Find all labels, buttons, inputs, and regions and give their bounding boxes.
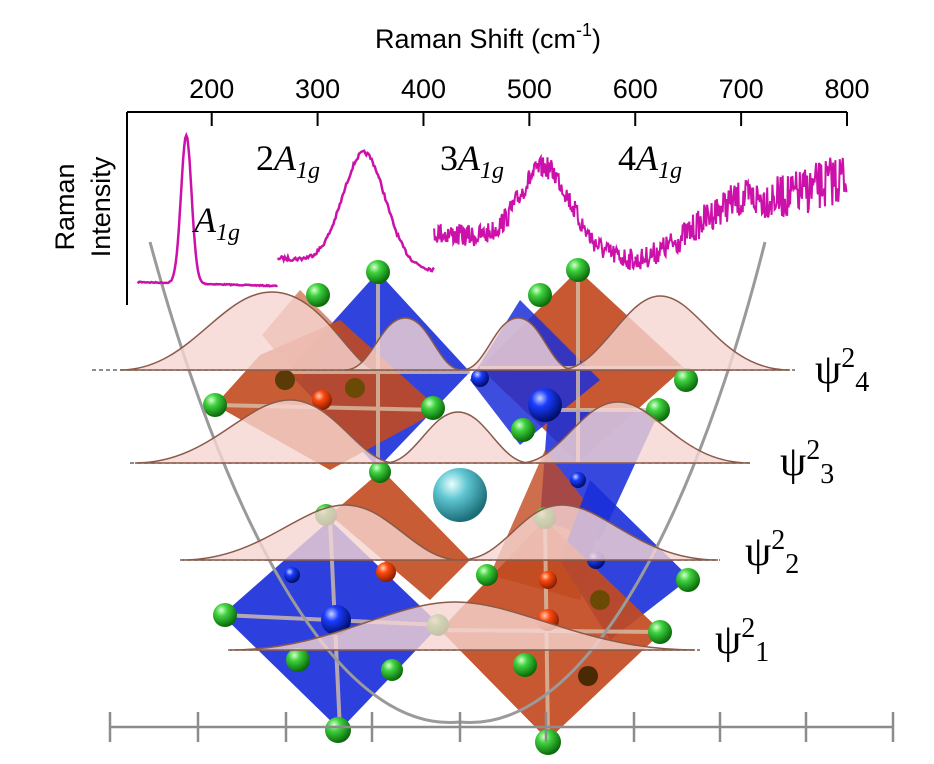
halide-atom — [528, 283, 552, 307]
psi-power: 2 — [806, 435, 820, 466]
spectrum-trace-3a1g — [433, 153, 636, 271]
halide-atom — [676, 568, 700, 592]
halide-atom — [286, 648, 310, 672]
x-tick-label: 500 — [507, 74, 552, 104]
metal-atom-blue — [471, 369, 489, 387]
peak-label-3a1g: 3A1g — [440, 138, 504, 184]
x-tick-marks — [210, 112, 848, 126]
psi-label-2: ψ22 — [745, 525, 799, 580]
halide-atom — [421, 396, 445, 420]
wavefunction-lobe — [229, 601, 696, 651]
x-tick-labels: 200 300 400 500 600 700 800 — [189, 74, 869, 104]
metal-atom-orange — [376, 562, 396, 582]
metal-atom-dark — [590, 590, 610, 610]
halide-atoms — [203, 258, 700, 755]
x-tick-label: 200 — [189, 74, 234, 104]
x-tick-label: 300 — [295, 74, 340, 104]
halide-atom — [648, 620, 672, 644]
psi-symbol: ψ — [745, 529, 771, 575]
bottom-ruler — [108, 712, 895, 742]
psi-power: 2 — [841, 343, 855, 374]
psi-index: 4 — [855, 367, 869, 398]
psi-index: 1 — [755, 637, 769, 668]
peak-labels: A1g 2A1g 3A1g 4A1g — [192, 138, 682, 246]
x-tick-label: 800 — [824, 74, 869, 104]
psi-index: 2 — [785, 549, 799, 580]
halide-atom — [203, 393, 227, 417]
wavefunction-lobe — [519, 401, 751, 464]
spectrum-trace-2a1g — [277, 149, 435, 273]
psi-label-3: ψ23 — [780, 435, 834, 490]
wavefunction-lobe — [181, 504, 461, 561]
psi-index: 3 — [820, 459, 834, 490]
psi-label-1: ψ21 — [715, 613, 769, 668]
x-tick-label: 600 — [613, 74, 658, 104]
halide-atom — [511, 418, 535, 442]
halide-atom — [476, 564, 498, 586]
peak-label-2a1g: 2A1g — [256, 138, 320, 184]
spectrum-traces — [136, 131, 848, 288]
wavefunction-lobe — [134, 399, 396, 464]
halide-atom — [535, 729, 561, 755]
wavefunction-lobe — [119, 291, 379, 371]
peak-label-4a1g: 4A1g — [618, 138, 682, 184]
metal-atom-blue — [570, 472, 586, 488]
halide-atom — [513, 653, 537, 677]
metal-atom-blue — [528, 388, 562, 422]
halide-atom — [381, 659, 403, 681]
wavefunction-lobe — [559, 295, 791, 371]
x-tick-label: 400 — [401, 74, 446, 104]
wavefunction-lobe — [459, 504, 719, 561]
wavefunction-lobe — [384, 411, 531, 464]
x-axis-title: Raman Shift (cm-1) — [375, 20, 601, 54]
halide-atom — [306, 283, 330, 307]
metal-atom-blue — [321, 605, 351, 635]
halide-atom — [566, 258, 590, 282]
raman-spectrum-panel: Raman Shift (cm-1) 200 300 400 500 600 700 800… — [50, 20, 870, 305]
wavefunction-lobe — [461, 317, 575, 371]
cation-atom — [433, 468, 487, 522]
halide-atom — [674, 368, 698, 392]
metal-atom-dark — [578, 666, 598, 686]
halide-atom — [213, 603, 237, 627]
halide-atom — [366, 260, 390, 284]
metal-atom-dark — [345, 378, 365, 398]
psi-symbol: ψ — [780, 439, 806, 485]
peak-label-a1g: A1g — [192, 200, 240, 246]
psi-power: 2 — [741, 613, 755, 644]
y-axis-title: Raman Intensity — [50, 156, 116, 257]
metal-atom-dark — [275, 370, 295, 390]
wavefunction-lobe — [344, 317, 463, 371]
metal-atom-orange — [312, 390, 332, 410]
spectrum-trace-4a1g — [634, 157, 848, 270]
y-axis-title-line1: Raman — [50, 163, 80, 250]
y-axis-title-line2: Intensity — [86, 156, 116, 257]
x-tick-label: 700 — [719, 74, 764, 104]
psi-symbol: ψ — [715, 617, 741, 663]
ruler-ticks — [108, 712, 895, 742]
halide-atom — [369, 461, 391, 483]
metal-atom-orange — [539, 571, 557, 589]
psi-power: 2 — [771, 525, 785, 556]
wavefunction-labels: ψ24 ψ23 ψ22 ψ21 — [715, 343, 869, 668]
psi-label-4: ψ24 — [815, 343, 869, 398]
metal-atom-blue — [284, 567, 300, 583]
halide-atom — [325, 717, 351, 743]
spectrum-trace-a1g — [136, 131, 278, 288]
psi-symbol: ψ — [815, 347, 841, 393]
wavefunction-profiles — [92, 291, 795, 651]
